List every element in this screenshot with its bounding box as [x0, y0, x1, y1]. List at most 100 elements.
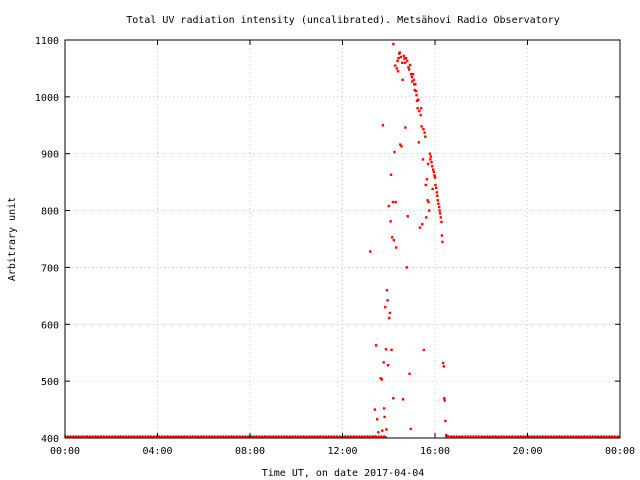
baseline-point — [84, 436, 87, 438]
baseline-point — [353, 436, 356, 438]
baseline-point — [174, 436, 176, 438]
baseline-point — [507, 436, 510, 438]
baseline-point — [450, 435, 452, 437]
data-point — [431, 165, 434, 168]
baseline-point — [279, 436, 282, 438]
baseline-point — [79, 436, 82, 438]
data-point — [415, 99, 419, 103]
y-tick-label: 500 — [41, 377, 59, 388]
baseline-point — [241, 435, 244, 437]
baseline-point — [582, 436, 585, 438]
baseline-point — [122, 435, 125, 437]
data-point — [442, 365, 445, 368]
baseline-point — [352, 435, 355, 437]
baseline-point — [514, 435, 516, 437]
baseline-point — [354, 436, 357, 438]
baseline-point — [361, 435, 363, 437]
baseline-point — [85, 436, 88, 438]
baseline-point — [592, 436, 595, 438]
data-point — [436, 199, 439, 202]
baseline-point — [114, 435, 116, 437]
baseline-point — [464, 435, 466, 437]
data-point — [399, 143, 402, 146]
baseline-point — [571, 436, 574, 438]
baseline-point — [600, 435, 602, 437]
x-tick-label: 20:00 — [512, 446, 542, 457]
baseline-point — [152, 436, 154, 438]
y-axis-label: Arbitrary unit — [7, 197, 18, 281]
baseline-point — [110, 436, 113, 438]
baseline-point — [304, 436, 307, 438]
baseline-point — [107, 436, 110, 438]
baseline-point — [515, 436, 517, 438]
baseline-point — [293, 436, 296, 438]
baseline-point — [484, 436, 487, 438]
baseline-point — [369, 435, 372, 437]
baseline-point — [362, 436, 364, 438]
baseline-point — [169, 435, 172, 437]
baseline-point — [232, 436, 235, 438]
baseline-point — [329, 436, 332, 438]
baseline-point — [541, 435, 544, 437]
baseline-point — [138, 436, 140, 438]
baseline-point — [135, 436, 138, 438]
baseline-point — [375, 436, 378, 438]
baseline-point — [128, 436, 131, 438]
baseline-point — [133, 435, 136, 437]
baseline-point — [574, 436, 576, 438]
baseline-point — [113, 436, 115, 438]
baseline-point — [364, 436, 367, 438]
baseline-point — [317, 436, 320, 438]
baseline-point — [184, 436, 187, 438]
baseline-point — [608, 435, 611, 437]
baseline-point — [551, 436, 553, 438]
baseline-point — [312, 436, 314, 438]
baseline-point — [479, 436, 481, 438]
data-point — [390, 348, 393, 352]
baseline-point — [455, 436, 457, 438]
baseline-point — [562, 436, 564, 438]
baseline-point — [189, 435, 191, 437]
baseline-point — [229, 436, 232, 438]
data-point — [441, 240, 444, 244]
x-tick-label: 00:00 — [605, 446, 635, 457]
baseline-point — [160, 436, 162, 438]
baseline-point — [509, 436, 512, 438]
baseline-point — [301, 436, 304, 438]
baseline-point — [451, 436, 453, 438]
baseline-point — [205, 435, 208, 437]
data-point — [414, 89, 418, 93]
baseline-point — [610, 436, 613, 438]
baseline-point — [75, 435, 77, 437]
baseline-point — [452, 436, 454, 438]
baseline-point — [599, 436, 601, 438]
data-point — [405, 266, 408, 269]
baseline-point — [142, 436, 145, 438]
data-point — [440, 234, 444, 237]
baseline-point — [559, 436, 562, 438]
baseline-point — [151, 436, 153, 438]
data-point — [388, 311, 392, 315]
baseline-point — [448, 436, 451, 438]
baseline-point — [186, 435, 188, 437]
baseline-point — [225, 435, 227, 437]
baseline-point — [535, 436, 538, 438]
baseline-point — [235, 436, 237, 438]
baseline-point — [546, 436, 549, 438]
baseline-point — [124, 436, 126, 438]
baseline-point — [603, 435, 605, 437]
baseline-point — [485, 436, 488, 438]
baseline-point — [604, 436, 607, 438]
data-point — [396, 59, 399, 63]
baseline-point — [379, 436, 382, 438]
baseline-point — [255, 435, 258, 437]
data-point — [408, 372, 411, 375]
baseline-point — [165, 436, 168, 438]
baseline-point — [511, 435, 514, 437]
data-point — [411, 80, 414, 83]
baseline-point — [321, 436, 323, 438]
baseline-point — [508, 435, 511, 437]
data-point — [433, 174, 436, 177]
baseline-point — [302, 435, 305, 437]
baseline-point — [491, 436, 493, 438]
